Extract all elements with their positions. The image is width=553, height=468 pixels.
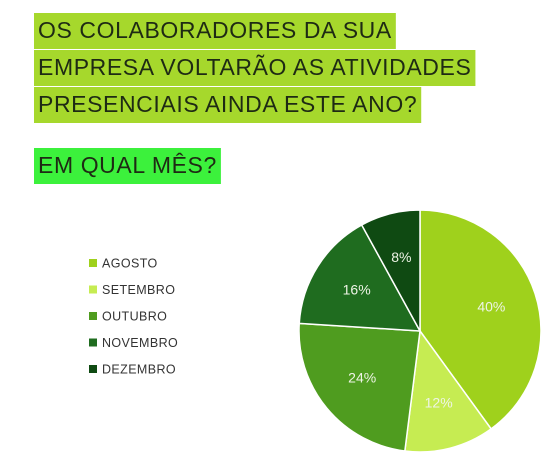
legend-swatch [89,338,97,347]
pie-slice [298,322,421,452]
chart-subtitle: EM QUAL MÊS? [38,152,217,178]
legend-label: OUTUBRO [102,309,167,323]
legend-swatch [89,312,97,320]
chart-title: PRESENCIAIS AINDA ESTE ANO? [38,91,417,117]
value-label: 12% [425,394,453,410]
chart-title: EMPRESA VOLTARÃO AS ATIVIDADES [38,54,471,80]
legend-swatch [89,365,97,373]
legend-label: NOVEMBRO [102,336,178,350]
value-label: 24% [348,370,376,386]
legend-swatch [89,259,97,267]
value-label: 16% [343,282,371,298]
pie-slice [360,209,421,332]
value-label: 8% [391,249,411,265]
legend-swatch [89,285,97,294]
chart-title-bg [34,87,422,123]
pie-slice [419,209,542,430]
pie-slice [403,329,493,453]
chart-title: OS COLABORADORES DA SUA [38,17,392,43]
legend-label: SETEMBRO [102,283,175,297]
chart-title-bg [34,13,396,49]
pie-slice [298,223,422,332]
value-label: 40% [477,299,505,315]
legend-label: DEZEMBRO [102,362,176,376]
chart-title-bg [34,50,476,86]
legend-label: AGOSTO [102,256,158,270]
chart-subtitle-bg [34,148,221,184]
